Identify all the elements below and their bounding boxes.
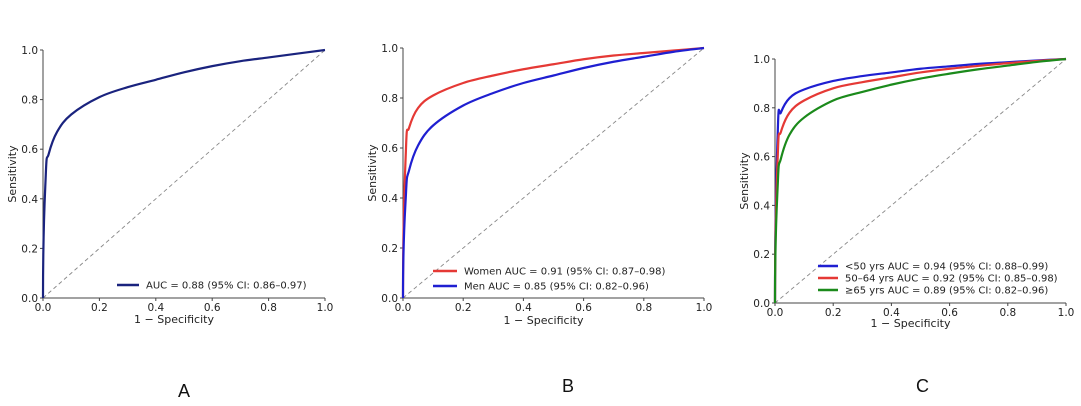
roc-curve-c-0 [773,57,1067,304]
reference-diagonal [42,49,326,299]
y-tick-label: 0.2 [753,249,770,261]
x-tick-label: 0.0 [395,302,412,314]
panel-label-a: A [178,381,191,401]
x-tick-label: 0.2 [91,302,108,314]
roc-curve-c-1 [773,57,1067,304]
reference-diagonal [774,58,1067,304]
x-tick-label: 0.2 [455,302,472,314]
x-axis-label: 1 − Specificity [871,317,951,330]
roc-curve-c-2 [773,57,1067,304]
y-tick-label: 0.6 [381,143,398,155]
y-tick-label: 0.6 [21,144,38,156]
roc-curve-a-0 [41,48,326,299]
y-tick-label: 0.4 [21,194,38,206]
y-axis-label: Sensitivity [738,152,751,210]
x-tick-label: 0.8 [260,302,277,314]
x-tick-label: 1.0 [1058,307,1075,319]
x-tick-label: 0.6 [204,302,221,314]
x-tick-label: 0.4 [883,307,900,319]
legend-label: Women AUC = 0.91 (95% CI: 0.87–0.98) [464,267,665,278]
chart-panel-a: 0.00.0 0.2 0.2 0.4 0.4 0.6 0.6 0.8 0.8 1.0 1.0 1 − … [6,45,333,326]
y-tick-label: 1.0 [381,43,398,55]
x-tick-label: 0.6 [575,302,592,314]
panel-label-b: B [562,376,575,396]
x-tick-label: 1.0 [696,302,713,314]
y-tick-label: 0.0 [21,293,38,305]
legend-label: AUC = 0.88 (95% CI: 0.86–0.97) [146,281,307,292]
y-tick-label: 0.0 [381,293,398,305]
x-tick-label: 0.8 [635,302,652,314]
y-tick-label: 0.4 [753,200,770,212]
x-tick-label: 0.4 [147,302,164,314]
y-tick-label: 0.8 [381,93,398,105]
x-tick-label: 1.0 [317,302,334,314]
legend-label: ≥65 yrs AUC = 0.89 (95% CI: 0.82–0.96) [845,286,1048,297]
panel-label-c: C [916,376,929,396]
y-tick-label: 0.4 [381,193,398,205]
y-tick-label: 0.8 [753,103,770,115]
x-axis-label: 1 − Specificity [504,314,584,327]
reference-diagonal [402,47,705,299]
x-tick-label: 0.8 [999,307,1016,319]
y-tick-label: 1.0 [753,54,770,66]
y-tick-label: 0.0 [753,298,770,310]
x-axis-label: 1 − Specificity [134,313,214,326]
roc-curve-b-0 [401,46,705,299]
y-tick-label: 0.6 [753,152,770,164]
chart-panel-c: 0.00.0 0.2 0.2 0.4 0.4 0.6 0.6 0.8 0.8 1.0 1.0 1 − … [738,54,1074,330]
legend-label: <50 yrs AUC = 0.94 (95% CI: 0.88–0.99) [845,262,1048,273]
y-axis-label: Sensitivity [6,145,19,203]
y-tick-label: 0.2 [381,243,398,255]
x-tick-label: 0.6 [941,307,958,319]
x-tick-label: 0.4 [515,302,532,314]
x-tick-label: 0.2 [825,307,842,319]
y-tick-label: 0.8 [21,95,38,107]
x-tick-label: 0.0 [35,302,52,314]
legend-label: 50–64 yrs AUC = 0.92 (95% CI: 0.85–0.98) [845,274,1058,285]
roc-curve-b-1 [401,46,705,299]
chart-panel-b: 0.00.0 0.2 0.2 0.4 0.4 0.6 0.6 0.8 0.8 1.0 1.0 1 − … [366,43,712,327]
legend-label: Men AUC = 0.85 (95% CI: 0.82–0.96) [464,282,649,293]
y-axis-label: Sensitivity [366,144,379,202]
x-tick-label: 0.0 [767,307,784,319]
y-tick-label: 1.0 [21,45,38,57]
y-tick-label: 0.2 [21,243,38,255]
